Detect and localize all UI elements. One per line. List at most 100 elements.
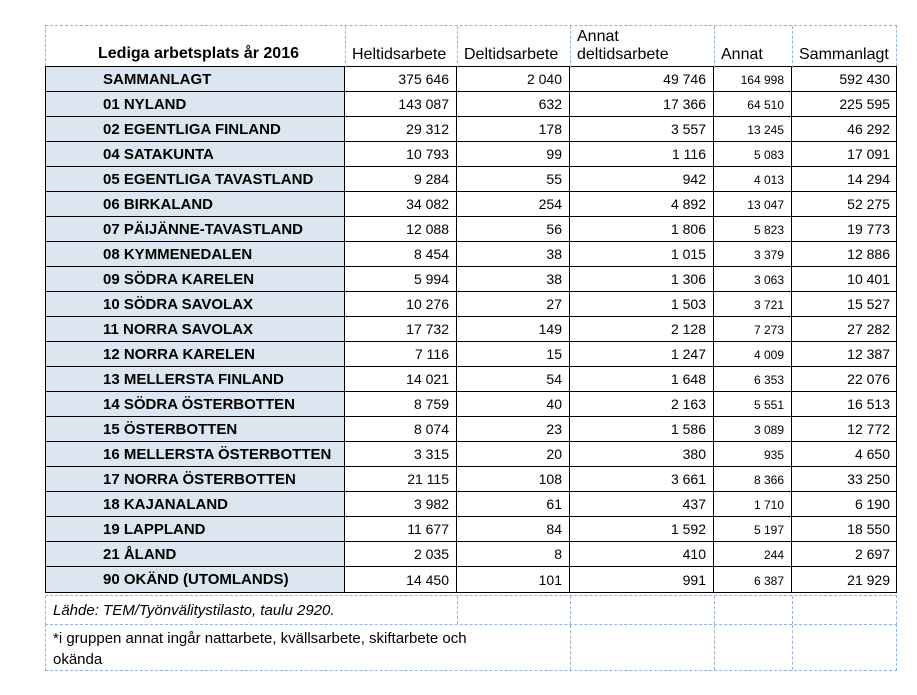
heltidsarbete-value: 8 454 — [345, 242, 457, 267]
sammanlagt-value: 15 527 — [792, 292, 897, 317]
region-label: 01 NYLAND — [46, 92, 345, 117]
annat-value: 3 063 — [714, 267, 792, 292]
annat-deltidsarbete-value: 17 366 — [570, 92, 714, 117]
annat-value: 244 — [714, 542, 792, 567]
sammanlagt-value: 225 595 — [792, 92, 897, 117]
sammanlagt-value: 18 550 — [792, 517, 897, 542]
heltidsarbete-value: 143 087 — [345, 92, 457, 117]
annat-value: 935 — [714, 442, 792, 467]
heltidsarbete-value: 12 088 — [345, 217, 457, 242]
annat-value: 5 083 — [714, 142, 792, 167]
column-header-annat: Annat — [715, 26, 793, 68]
annat-value: 13 245 — [714, 117, 792, 142]
region-label: 12 NORRA KARELEN — [46, 342, 345, 367]
annat-value: 64 510 — [714, 92, 792, 117]
sammanlagt-value: 6 190 — [792, 492, 897, 517]
empty-cell — [793, 625, 898, 670]
table-row: 10 SÖDRA SAVOLAX 10 276 27 1 503 3 721 1… — [46, 292, 897, 317]
table-row: 05 EGENTLIGA TAVASTLAND 9 284 55 942 4 0… — [46, 167, 897, 192]
heltidsarbete-value: 8 759 — [345, 392, 457, 417]
region-label: 14 SÖDRA ÖSTERBOTTEN — [46, 392, 345, 417]
column-header-heltidsarbete: Heltidsarbete — [346, 26, 458, 68]
table-row: SAMMANLAGT 375 646 2 040 49 746 164 998 … — [46, 67, 897, 92]
table-row: 12 NORRA KARELEN 7 116 15 1 247 4 009 12… — [46, 342, 897, 367]
heltidsarbete-value: 7 116 — [345, 342, 457, 367]
annat-deltidsarbete-value: 1 247 — [570, 342, 714, 367]
region-label: 21 ÅLAND — [46, 542, 345, 567]
annat-value: 164 998 — [714, 67, 792, 92]
deltidsarbete-value: 23 — [457, 417, 570, 442]
annat-deltidsarbete-value: 410 — [570, 542, 714, 567]
annat-value: 3 089 — [714, 417, 792, 442]
region-label: 06 BIRKALAND — [46, 192, 345, 217]
region-label: 19 LAPPLAND — [46, 517, 345, 542]
deltidsarbete-value: 38 — [457, 242, 570, 267]
table-row: 06 BIRKALAND 34 082 254 4 892 13 047 52 … — [46, 192, 897, 217]
region-label: 15 ÖSTERBOTTEN — [46, 417, 345, 442]
annat-deltidsarbete-value: 991 — [570, 567, 714, 592]
column-header-annat-deltidsarbete: Annat deltidsarbete — [571, 26, 715, 68]
annat-value: 5 823 — [714, 217, 792, 242]
deltidsarbete-value: 27 — [457, 292, 570, 317]
sammanlagt-value: 16 513 — [792, 392, 897, 417]
sammanlagt-value: 27 282 — [792, 317, 897, 342]
footnote-text: *i gruppen annat ingår nattarbete, kväll… — [53, 630, 467, 668]
region-label: 11 NORRA SAVOLAX — [46, 317, 345, 342]
table-row: 14 SÖDRA ÖSTERBOTTEN 8 759 40 2 163 5 55… — [46, 392, 897, 417]
heltidsarbete-value: 5 994 — [345, 267, 457, 292]
heltidsarbete-value: 3 315 — [345, 442, 457, 467]
region-label: 13 MELLERSTA FINLAND — [46, 367, 345, 392]
deltidsarbete-value: 20 — [457, 442, 570, 467]
annat-deltidsarbete-value: 1 306 — [570, 267, 714, 292]
region-label: 16 MELLERSTA ÖSTERBOTTEN — [46, 442, 345, 467]
deltidsarbete-value: 38 — [457, 267, 570, 292]
deltidsarbete-value: 108 — [457, 467, 570, 492]
heltidsarbete-value: 3 982 — [345, 492, 457, 517]
annat-value: 8 366 — [714, 467, 792, 492]
table-row: 01 NYLAND 143 087 632 17 366 64 510 225 … — [46, 92, 897, 117]
table-row: 07 PÄIJÄNNE-TAVASTLAND 12 088 56 1 806 5… — [46, 217, 897, 242]
sammanlagt-value: 17 091 — [792, 142, 897, 167]
sammanlagt-value: 46 292 — [792, 117, 897, 142]
annat-value: 5 197 — [714, 517, 792, 542]
annat-value: 7 273 — [714, 317, 792, 342]
annat-value: 1 710 — [714, 492, 792, 517]
deltidsarbete-value: 61 — [457, 492, 570, 517]
annat-value: 3 721 — [714, 292, 792, 317]
heltidsarbete-value: 29 312 — [345, 117, 457, 142]
heltidsarbete-value: 10 793 — [345, 142, 457, 167]
source-row: Lähde: TEM/Työnvälitystilasto, taulu 292… — [45, 595, 897, 625]
sammanlagt-value: 12 886 — [792, 242, 897, 267]
annat-deltidsarbete-value: 3 661 — [570, 467, 714, 492]
region-label: 10 SÖDRA SAVOLAX — [46, 292, 345, 317]
region-label: 18 KAJANALAND — [46, 492, 345, 517]
annat-deltidsarbete-value: 942 — [570, 167, 714, 192]
region-label: 90 OKÄND (UTOMLANDS) — [46, 567, 345, 592]
sammanlagt-value: 19 773 — [792, 217, 897, 242]
region-label: 09 SÖDRA KARELEN — [46, 267, 345, 292]
heltidsarbete-value: 8 074 — [345, 417, 457, 442]
annat-deltidsarbete-value: 380 — [570, 442, 714, 467]
footnote-cell: *i gruppen annat ingår nattarbete, kväll… — [46, 625, 571, 670]
region-label: 05 EGENTLIGA TAVASTLAND — [46, 167, 345, 192]
heltidsarbete-value: 11 677 — [345, 517, 457, 542]
table-row: 13 MELLERSTA FINLAND 14 021 54 1 648 6 3… — [46, 367, 897, 392]
heltidsarbete-value: 14 450 — [345, 567, 457, 592]
annat-deltidsarbete-value: 1 015 — [570, 242, 714, 267]
table-row: 11 NORRA SAVOLAX 17 732 149 2 128 7 273 … — [46, 317, 897, 342]
annat-deltidsarbete-value: 1 592 — [570, 517, 714, 542]
table-header-row: Lediga arbetsplats år 2016 Heltidsarbete… — [45, 25, 897, 68]
heltidsarbete-value: 21 115 — [345, 467, 457, 492]
source-cell: Lähde: TEM/Työnvälitystilasto, taulu 292… — [46, 596, 458, 624]
annat-value: 5 551 — [714, 392, 792, 417]
annat-value: 4 013 — [714, 167, 792, 192]
annat-deltidsarbete-value: 437 — [570, 492, 714, 517]
heltidsarbete-value: 2 035 — [345, 542, 457, 567]
heltidsarbete-value: 10 276 — [345, 292, 457, 317]
deltidsarbete-value: 149 — [457, 317, 570, 342]
column-header-sammanlagt: Sammanlagt — [799, 46, 889, 63]
annat-deltidsarbete-value: 4 892 — [570, 192, 714, 217]
annat-deltidsarbete-value: 1 806 — [570, 217, 714, 242]
annat-value: 6 353 — [714, 367, 792, 392]
